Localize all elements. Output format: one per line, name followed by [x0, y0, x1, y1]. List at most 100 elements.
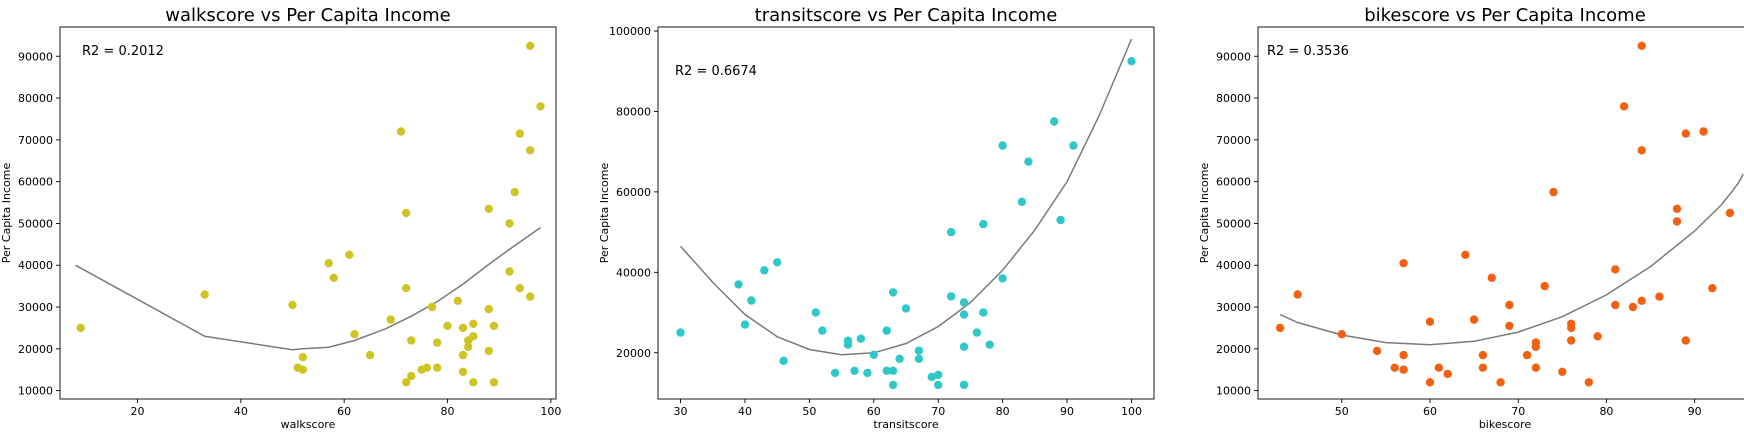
data-point — [959, 380, 969, 390]
data-point — [298, 353, 307, 362]
fit-line — [75, 226, 541, 351]
data-point — [402, 378, 411, 387]
data-point — [850, 366, 859, 375]
data-point — [882, 326, 891, 335]
x-tick-label: 80 — [441, 405, 455, 418]
data-point — [484, 204, 493, 213]
data-point — [288, 300, 297, 310]
y-axis-label: Per Capita Income — [1198, 163, 1211, 264]
y-tick-label: 50000 — [18, 217, 53, 230]
data-point — [458, 350, 468, 360]
data-point — [324, 259, 333, 268]
data-point — [407, 336, 416, 345]
data-point — [1127, 57, 1136, 66]
data-point — [407, 371, 416, 381]
data-point — [914, 354, 924, 363]
data-point — [1024, 157, 1033, 166]
data-point — [1372, 346, 1382, 356]
data-point — [469, 319, 478, 328]
data-point — [1567, 323, 1576, 333]
data-point — [843, 340, 853, 349]
x-tick-label: 70 — [1511, 405, 1525, 418]
data-point — [1531, 363, 1541, 372]
data-point — [979, 308, 988, 317]
data-point — [433, 338, 442, 347]
x-tick-label: 90 — [1060, 405, 1074, 418]
x-tick-label: 80 — [996, 405, 1010, 418]
x-tick-label: 60 — [1423, 405, 1437, 418]
data-point — [1672, 204, 1682, 213]
data-point — [515, 129, 524, 138]
data-point — [1593, 332, 1602, 341]
data-point — [1505, 321, 1514, 331]
data-point — [1050, 117, 1059, 126]
x-tick-label: 60 — [867, 405, 881, 418]
data-point — [1275, 323, 1285, 333]
data-point — [1399, 350, 1408, 360]
data-point — [998, 141, 1007, 150]
data-point — [1637, 146, 1646, 155]
y-tick-label: 70000 — [18, 134, 53, 147]
data-point — [526, 292, 535, 301]
data-point — [1672, 217, 1682, 226]
data-point — [934, 370, 943, 380]
data-point — [985, 340, 994, 349]
data-point — [1399, 259, 1408, 268]
data-point — [1496, 378, 1505, 387]
x-tick-label: 100 — [540, 405, 561, 418]
data-point — [427, 302, 437, 312]
chart-title: transitscore vs Per Capita Income — [755, 5, 1058, 26]
r2-annotation: R2 = 0.2012 — [82, 44, 164, 59]
data-point — [1293, 290, 1302, 299]
data-point — [1461, 250, 1470, 259]
x-axis-label: bikescore — [1479, 418, 1532, 431]
data-point — [959, 342, 969, 351]
data-point — [1567, 336, 1576, 345]
data-point — [747, 296, 756, 305]
data-point — [1056, 215, 1065, 225]
data-point — [1681, 129, 1691, 138]
data-point — [901, 304, 911, 313]
x-tick-label: 60 — [337, 405, 351, 418]
fit-line — [679, 38, 1133, 356]
y-tick-label: 90000 — [18, 50, 53, 63]
data-point — [779, 356, 788, 365]
y-tick-label: 60000 — [1216, 176, 1251, 189]
data-point — [959, 310, 969, 319]
data-point — [959, 298, 969, 307]
data-point — [1637, 296, 1646, 305]
data-point — [1069, 141, 1078, 150]
data-point — [76, 323, 85, 333]
x-tick-label: 40 — [738, 405, 752, 418]
data-point — [734, 280, 743, 289]
data-point — [895, 354, 904, 363]
data-point — [1425, 317, 1435, 326]
data-point — [946, 292, 956, 301]
chart-title: walkscore vs Per Capita Income — [165, 5, 451, 26]
data-point — [469, 378, 478, 387]
fit-line — [1279, 173, 1744, 346]
y-axis-label: Per Capita Income — [0, 163, 13, 264]
data-point — [1337, 330, 1347, 339]
y-tick-label: 40000 — [1216, 259, 1251, 272]
data-point — [676, 328, 685, 337]
y-tick-label: 80000 — [18, 92, 53, 105]
data-point — [888, 366, 898, 375]
data-point — [1637, 41, 1646, 50]
data-point — [740, 320, 750, 329]
data-point — [1628, 302, 1638, 312]
y-tick-label: 80000 — [616, 105, 651, 118]
y-tick-label: 10000 — [1216, 385, 1251, 398]
y-tick-label: 20000 — [616, 347, 651, 360]
y-tick-label: 20000 — [1216, 343, 1251, 356]
x-tick-label: 30 — [674, 405, 688, 418]
chart-title: bikescore vs Per Capita Income — [1364, 5, 1646, 26]
data-point — [365, 350, 375, 360]
data-point — [811, 308, 820, 317]
x-tick-label: 90 — [1688, 405, 1702, 418]
chart-panel-1: 20 40 60 80 100 10000 20000 30000 40000 50000 6000… — [0, 5, 561, 431]
data-point — [863, 368, 872, 378]
data-point — [1531, 342, 1541, 351]
data-point — [200, 290, 209, 299]
data-point — [298, 365, 307, 374]
